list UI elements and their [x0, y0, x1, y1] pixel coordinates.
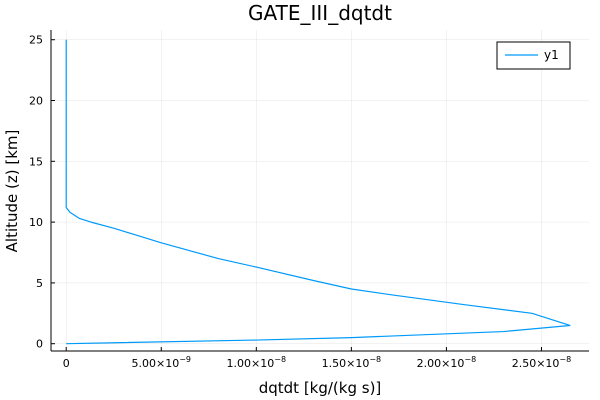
x-tick-label: 1.00×10−8: [227, 355, 287, 370]
x-tick-label: 2.00×10−8: [417, 355, 477, 370]
x-tick-exponent: −8: [464, 355, 476, 364]
y-tick-label: 20: [29, 95, 43, 108]
y-tick-label: 5: [36, 277, 43, 290]
series-line-y1: [65, 39, 571, 345]
y-tick-label: 10: [29, 216, 43, 229]
y-ticks: 0 5 10 15 20 25: [29, 34, 55, 351]
x-tick-exponent: −8: [559, 355, 571, 364]
legend-label-y1: y1: [544, 48, 559, 62]
x-tick-label: 1.50×10−8: [322, 355, 382, 370]
x-tick-exponent: −8: [369, 355, 381, 364]
x-tick-exponent: −8: [274, 355, 286, 364]
axes: [50, 30, 589, 352]
x-tick-label: 0: [63, 357, 70, 370]
y-tick-label: 25: [29, 34, 43, 47]
grid: [51, 30, 589, 351]
x-tick-exponent: −9: [179, 355, 191, 364]
x-tick-label: 2.50×10−8: [512, 355, 572, 370]
y-tick-label: 15: [29, 155, 43, 168]
y-axis-label: Altitude (z) [km]: [3, 130, 21, 253]
y-tick-label: 0: [36, 338, 43, 351]
x-ticks: 0 5.00×10−9 1.00×10−8 1.50×10−8 2.00×10−8 2.5…: [63, 347, 572, 370]
legend: y1: [496, 41, 571, 70]
x-axis-label: dqtdt [kg/(kg s)]: [259, 379, 382, 397]
x-tick-label: 5.00×10−9: [132, 355, 192, 370]
chart-title: GATE_III_dqtdt: [248, 1, 392, 25]
series-layer: [65, 39, 571, 345]
